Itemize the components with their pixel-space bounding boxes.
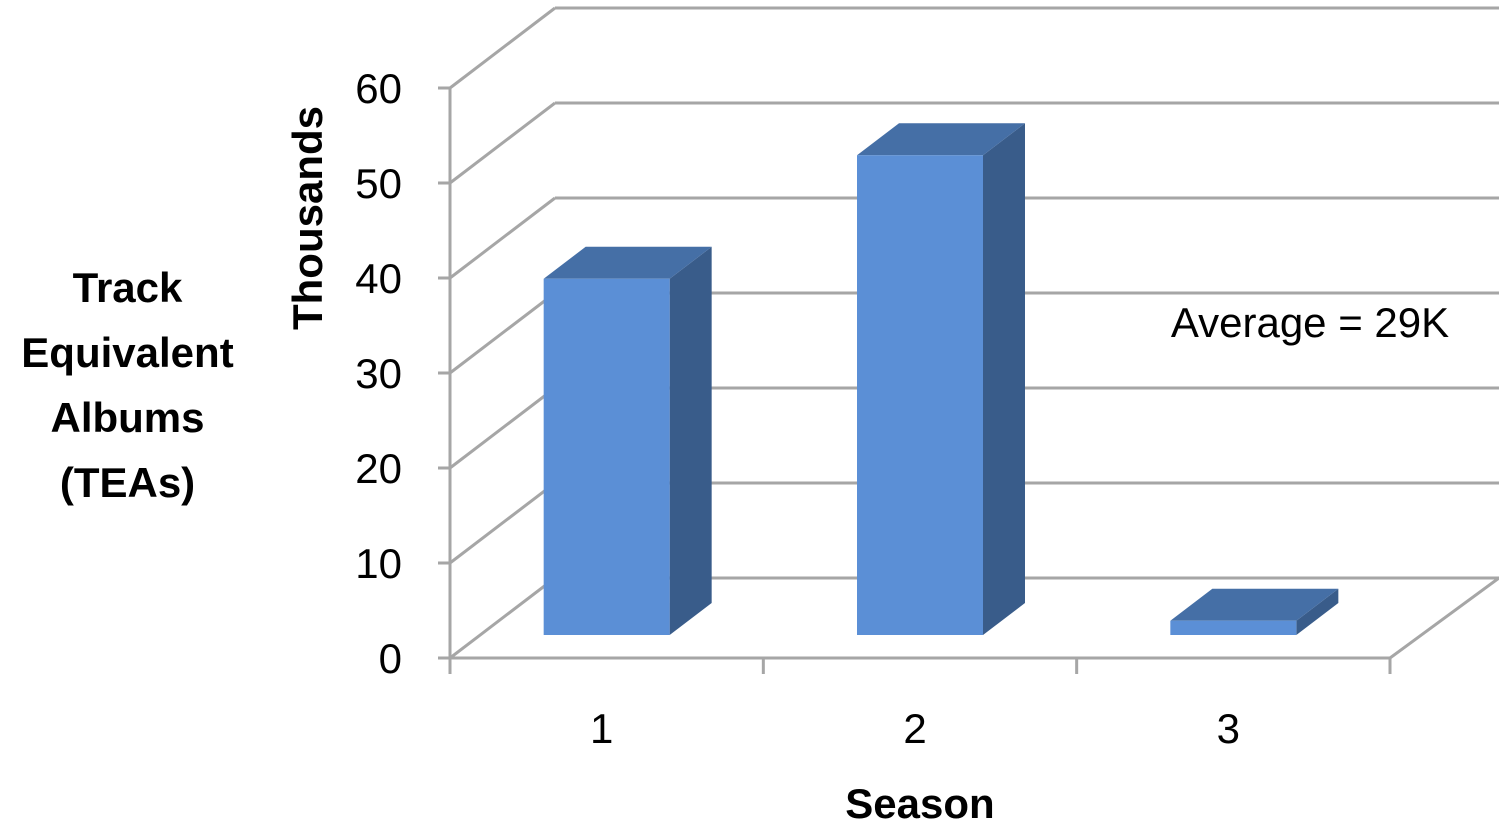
x-tick-label-1: 1 [590,705,613,752]
y-axis-title: Track Equivalent Albums (TEAs) [0,255,255,515]
gridline-side-40 [449,196,556,280]
y-tick-label-50: 50 [355,160,402,207]
bar-side-2 [983,123,1025,635]
bar-front-2 [857,155,983,635]
y-tick-label-10: 10 [355,540,402,587]
y-tick-label-0: 0 [379,635,402,682]
bar-side-1 [669,246,712,635]
bar-top-2 [857,123,1025,156]
y-axis-title-line-4: (TEAs) [59,459,196,506]
bar-2 [857,123,1025,635]
bar-top-3 [1170,588,1339,621]
bar-side-3 [1296,588,1339,635]
labels-layer: 0 10 20 30 40 50 60 1 2 3 [355,65,1240,752]
gridline-side-10 [449,481,556,565]
bar-front-3 [1170,620,1297,635]
gridline-side-20 [449,386,556,470]
x-axis-title: Season [845,780,994,825]
average-annotation: Average = 29K [1171,299,1449,346]
y-tick-label-40: 40 [355,255,402,302]
bar-1 [543,246,712,635]
bar-top-1 [543,246,712,279]
y-axis-title-line-2: Equivalent [21,329,234,376]
grid-layer [438,6,1499,674]
gridline-side-30 [449,291,556,375]
y-tick-label-30: 30 [355,350,402,397]
bar-front-1 [543,278,670,635]
y-axis-title-line-3: Albums [50,394,205,441]
y-axis-title-line-1: Track [72,264,183,311]
x-tick-label-2: 2 [903,705,926,752]
x-tick-label-3: 3 [1217,705,1240,752]
gridline-side-0 [449,576,556,660]
bars-layer [543,123,1339,635]
y-tick-label-20: 20 [355,445,402,492]
y-axis-units-label: Thousands [284,106,331,330]
bar-3 [1170,588,1339,635]
gridline-side-60 [449,6,556,90]
floor-right-edge [1389,576,1499,660]
gridline-side-50 [449,101,556,185]
y-tick-label-60: 60 [355,65,402,112]
